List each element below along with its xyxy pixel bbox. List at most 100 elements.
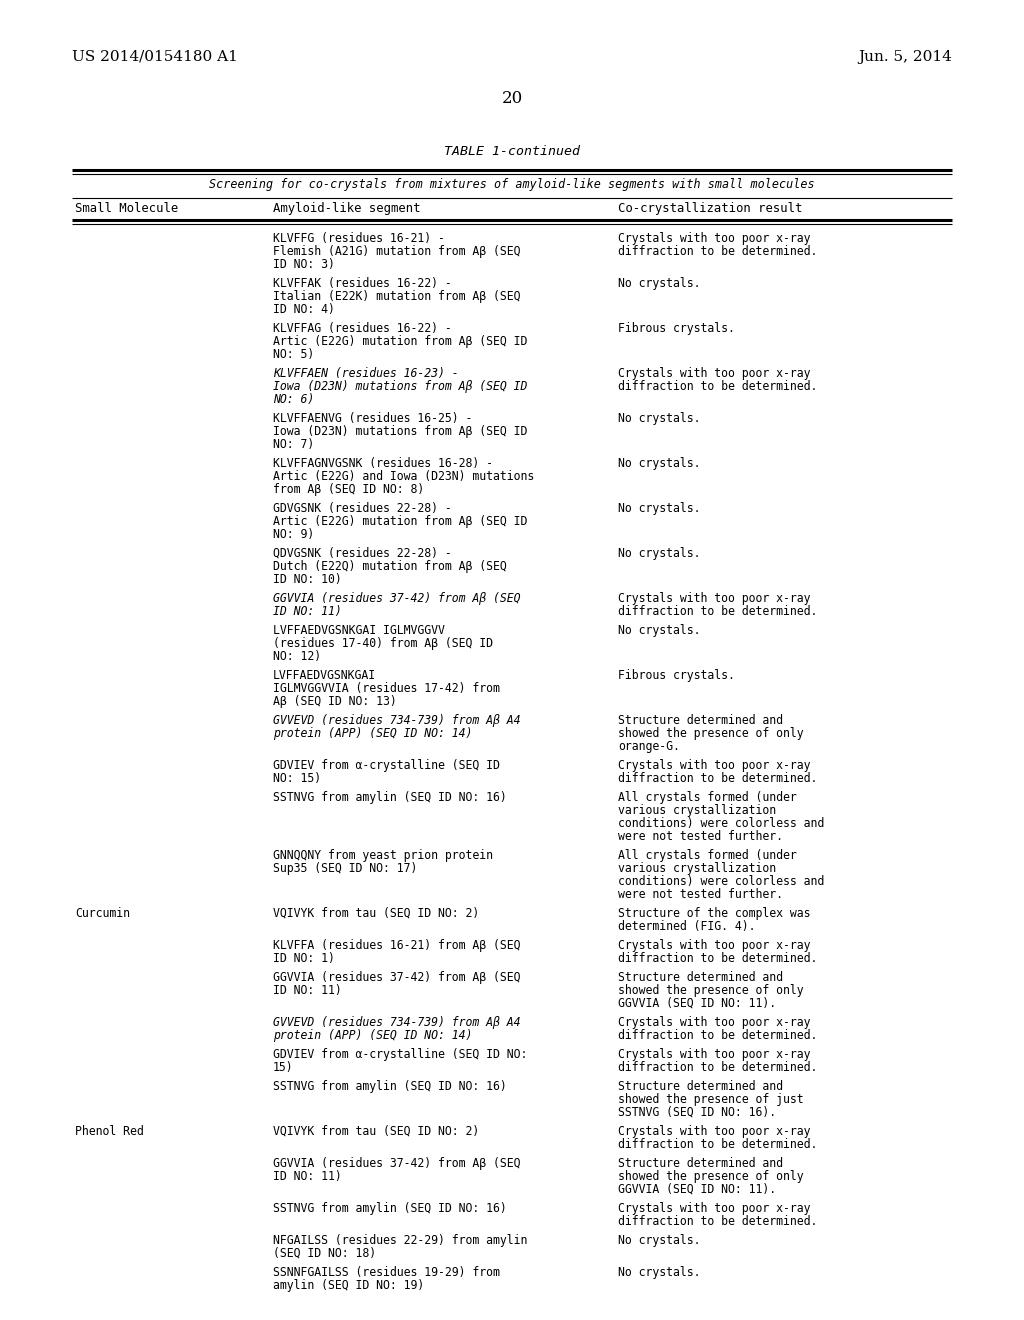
Text: NO: 9): NO: 9) (273, 528, 314, 541)
Text: showed the presence of only: showed the presence of only (618, 1170, 804, 1183)
Text: Crystals with too poor x-ray: Crystals with too poor x-ray (618, 591, 811, 605)
Text: Amyloid-like segment: Amyloid-like segment (273, 202, 421, 215)
Text: SSTNVG from amylin (SEQ ID NO: 16): SSTNVG from amylin (SEQ ID NO: 16) (273, 1203, 507, 1214)
Text: VQIVYK from tau (SEQ ID NO: 2): VQIVYK from tau (SEQ ID NO: 2) (273, 907, 479, 920)
Text: Crystals with too poor x-ray: Crystals with too poor x-ray (618, 1203, 811, 1214)
Text: Curcumin: Curcumin (75, 907, 130, 920)
Text: diffraction to be determined.: diffraction to be determined. (618, 952, 817, 965)
Text: GDVGSNK (residues 22-28) -: GDVGSNK (residues 22-28) - (273, 502, 452, 515)
Text: GGVVIA (SEQ ID NO: 11).: GGVVIA (SEQ ID NO: 11). (618, 1183, 776, 1196)
Text: Iowa (D23N) mutations from Aβ (SEQ ID: Iowa (D23N) mutations from Aβ (SEQ ID (273, 380, 527, 393)
Text: SSNNFGAILSS (residues 19-29) from: SSNNFGAILSS (residues 19-29) from (273, 1266, 500, 1279)
Text: diffraction to be determined.: diffraction to be determined. (618, 380, 817, 393)
Text: Structure of the complex was: Structure of the complex was (618, 907, 811, 920)
Text: amylin (SEQ ID NO: 19): amylin (SEQ ID NO: 19) (273, 1279, 424, 1292)
Text: diffraction to be determined.: diffraction to be determined. (618, 772, 817, 785)
Text: (residues 17-40) from Aβ (SEQ ID: (residues 17-40) from Aβ (SEQ ID (273, 638, 493, 649)
Text: diffraction to be determined.: diffraction to be determined. (618, 1214, 817, 1228)
Text: diffraction to be determined.: diffraction to be determined. (618, 1061, 817, 1074)
Text: Co-crystallization result: Co-crystallization result (618, 202, 803, 215)
Text: GVVEVD (residues 734-739) from Aβ A4: GVVEVD (residues 734-739) from Aβ A4 (273, 714, 520, 727)
Text: Artic (E22G) mutation from Aβ (SEQ ID: Artic (E22G) mutation from Aβ (SEQ ID (273, 335, 527, 348)
Text: showed the presence of only: showed the presence of only (618, 727, 804, 741)
Text: protein (APP) (SEQ ID NO: 14): protein (APP) (SEQ ID NO: 14) (273, 727, 472, 741)
Text: Crystals with too poor x-ray: Crystals with too poor x-ray (618, 939, 811, 952)
Text: No crystals.: No crystals. (618, 457, 700, 470)
Text: Structure determined and: Structure determined and (618, 972, 783, 983)
Text: NO: 7): NO: 7) (273, 438, 314, 451)
Text: No crystals.: No crystals. (618, 277, 700, 290)
Text: NFGAILSS (residues 22-29) from amylin: NFGAILSS (residues 22-29) from amylin (273, 1234, 527, 1247)
Text: Crystals with too poor x-ray: Crystals with too poor x-ray (618, 232, 811, 246)
Text: Aβ (SEQ ID NO: 13): Aβ (SEQ ID NO: 13) (273, 696, 396, 708)
Text: NO: 12): NO: 12) (273, 649, 322, 663)
Text: No crystals.: No crystals. (618, 1234, 700, 1247)
Text: conditions) were colorless and: conditions) were colorless and (618, 817, 824, 830)
Text: SSTNVG (SEQ ID NO: 16).: SSTNVG (SEQ ID NO: 16). (618, 1106, 776, 1119)
Text: Jun. 5, 2014: Jun. 5, 2014 (858, 50, 952, 63)
Text: protein (APP) (SEQ ID NO: 14): protein (APP) (SEQ ID NO: 14) (273, 1030, 472, 1041)
Text: SSTNVG from amylin (SEQ ID NO: 16): SSTNVG from amylin (SEQ ID NO: 16) (273, 791, 507, 804)
Text: KLVFFAK (residues 16-22) -: KLVFFAK (residues 16-22) - (273, 277, 452, 290)
Text: Sup35 (SEQ ID NO: 17): Sup35 (SEQ ID NO: 17) (273, 862, 418, 875)
Text: GNNQQNY from yeast prion protein: GNNQQNY from yeast prion protein (273, 849, 493, 862)
Text: Italian (E22K) mutation from Aβ (SEQ: Italian (E22K) mutation from Aβ (SEQ (273, 290, 520, 304)
Text: Crystals with too poor x-ray: Crystals with too poor x-ray (618, 759, 811, 772)
Text: SSTNVG from amylin (SEQ ID NO: 16): SSTNVG from amylin (SEQ ID NO: 16) (273, 1080, 507, 1093)
Text: No crystals.: No crystals. (618, 1266, 700, 1279)
Text: showed the presence of just: showed the presence of just (618, 1093, 804, 1106)
Text: QDVGSNK (residues 22-28) -: QDVGSNK (residues 22-28) - (273, 546, 452, 560)
Text: US 2014/0154180 A1: US 2014/0154180 A1 (72, 50, 238, 63)
Text: GGVVIA (residues 37-42) from Aβ (SEQ: GGVVIA (residues 37-42) from Aβ (SEQ (273, 972, 520, 983)
Text: determined (FIG. 4).: determined (FIG. 4). (618, 920, 756, 933)
Text: were not tested further.: were not tested further. (618, 830, 783, 843)
Text: Crystals with too poor x-ray: Crystals with too poor x-ray (618, 367, 811, 380)
Text: Artic (E22G) mutation from Aβ (SEQ ID: Artic (E22G) mutation from Aβ (SEQ ID (273, 515, 527, 528)
Text: ID NO: 11): ID NO: 11) (273, 605, 342, 618)
Text: Structure determined and: Structure determined and (618, 714, 783, 727)
Text: Crystals with too poor x-ray: Crystals with too poor x-ray (618, 1125, 811, 1138)
Text: ID NO: 4): ID NO: 4) (273, 304, 335, 315)
Text: diffraction to be determined.: diffraction to be determined. (618, 1138, 817, 1151)
Text: diffraction to be determined.: diffraction to be determined. (618, 1030, 817, 1041)
Text: ID NO: 11): ID NO: 11) (273, 1170, 342, 1183)
Text: NO: 5): NO: 5) (273, 348, 314, 360)
Text: Flemish (A21G) mutation from Aβ (SEQ: Flemish (A21G) mutation from Aβ (SEQ (273, 246, 520, 257)
Text: No crystals.: No crystals. (618, 624, 700, 638)
Text: ID NO: 10): ID NO: 10) (273, 573, 342, 586)
Text: Crystals with too poor x-ray: Crystals with too poor x-ray (618, 1048, 811, 1061)
Text: VQIVYK from tau (SEQ ID NO: 2): VQIVYK from tau (SEQ ID NO: 2) (273, 1125, 479, 1138)
Text: from Aβ (SEQ ID NO: 8): from Aβ (SEQ ID NO: 8) (273, 483, 424, 496)
Text: were not tested further.: were not tested further. (618, 888, 783, 902)
Text: ID NO: 1): ID NO: 1) (273, 952, 335, 965)
Text: IGLMVGGVVIA (residues 17-42) from: IGLMVGGVVIA (residues 17-42) from (273, 682, 500, 696)
Text: conditions) were colorless and: conditions) were colorless and (618, 875, 824, 888)
Text: Screening for co-crystals from mixtures of amyloid-like segments with small mole: Screening for co-crystals from mixtures … (209, 178, 815, 191)
Text: KLVFFAENVG (residues 16-25) -: KLVFFAENVG (residues 16-25) - (273, 412, 472, 425)
Text: diffraction to be determined.: diffraction to be determined. (618, 605, 817, 618)
Text: LVFFAEDVGSNKGAI IGLMVGGVV: LVFFAEDVGSNKGAI IGLMVGGVV (273, 624, 444, 638)
Text: GGVVIA (SEQ ID NO: 11).: GGVVIA (SEQ ID NO: 11). (618, 997, 776, 1010)
Text: NO: 6): NO: 6) (273, 393, 314, 407)
Text: Small Molecule: Small Molecule (75, 202, 178, 215)
Text: various crystallization: various crystallization (618, 862, 776, 875)
Text: Fibrous crystals.: Fibrous crystals. (618, 669, 735, 682)
Text: All crystals formed (under: All crystals formed (under (618, 791, 797, 804)
Text: No crystals.: No crystals. (618, 412, 700, 425)
Text: KLVFFA (residues 16-21) from Aβ (SEQ: KLVFFA (residues 16-21) from Aβ (SEQ (273, 939, 520, 952)
Text: KLVFFAEN (residues 16-23) -: KLVFFAEN (residues 16-23) - (273, 367, 459, 380)
Text: KLVFFAG (residues 16-22) -: KLVFFAG (residues 16-22) - (273, 322, 452, 335)
Text: ID NO: 11): ID NO: 11) (273, 983, 342, 997)
Text: Structure determined and: Structure determined and (618, 1080, 783, 1093)
Text: Iowa (D23N) mutations from Aβ (SEQ ID: Iowa (D23N) mutations from Aβ (SEQ ID (273, 425, 527, 438)
Text: Phenol Red: Phenol Red (75, 1125, 143, 1138)
Text: LVFFAEDVGSNKGAI: LVFFAEDVGSNKGAI (273, 669, 376, 682)
Text: showed the presence of only: showed the presence of only (618, 983, 804, 997)
Text: GGVVIA (residues 37-42) from Aβ (SEQ: GGVVIA (residues 37-42) from Aβ (SEQ (273, 1158, 520, 1170)
Text: Artic (E22G) and Iowa (D23N) mutations: Artic (E22G) and Iowa (D23N) mutations (273, 470, 535, 483)
Text: KLVFFAGNVGSNK (residues 16-28) -: KLVFFAGNVGSNK (residues 16-28) - (273, 457, 493, 470)
Text: GVVEVD (residues 734-739) from Aβ A4: GVVEVD (residues 734-739) from Aβ A4 (273, 1016, 520, 1030)
Text: GGVVIA (residues 37-42) from Aβ (SEQ: GGVVIA (residues 37-42) from Aβ (SEQ (273, 591, 520, 605)
Text: No crystals.: No crystals. (618, 546, 700, 560)
Text: orange-G.: orange-G. (618, 741, 680, 752)
